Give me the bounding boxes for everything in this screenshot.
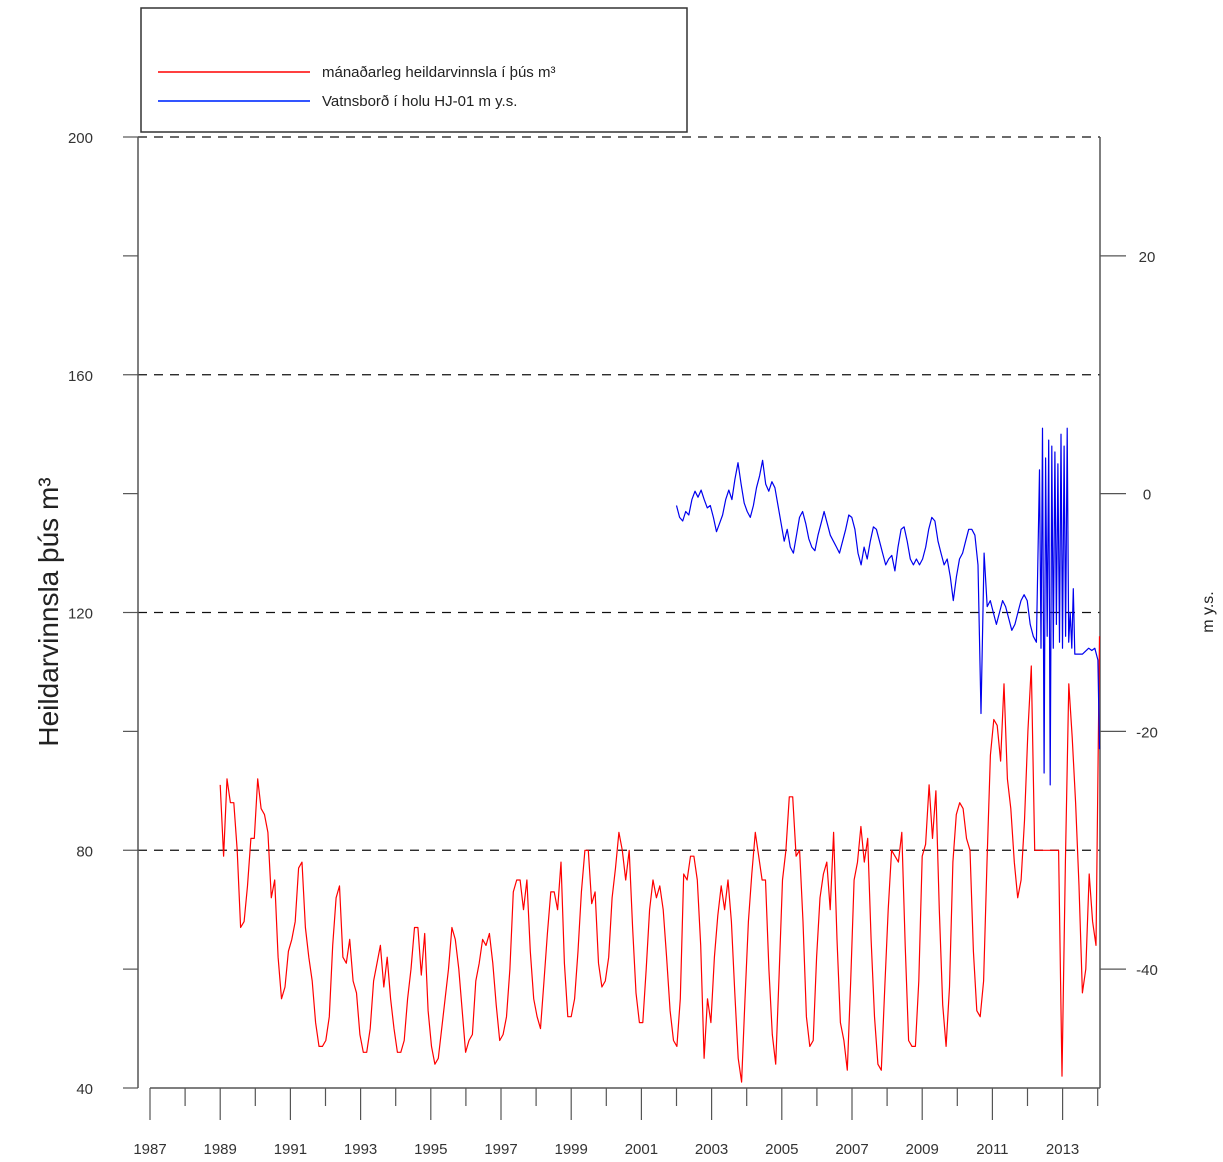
left-tick-label: 200	[68, 130, 93, 147]
right-tick-label: -40	[1136, 962, 1158, 979]
right-tick-label: -20	[1136, 724, 1158, 741]
x-tick-label: 2005	[765, 1141, 798, 1158]
series-line-production	[219, 636, 1101, 1083]
x-tick-label: 2013	[1046, 1141, 1079, 1158]
legend: mánaðarleg heildarvinnsla í þús m³ Vatns…	[140, 7, 688, 133]
left-axis-ticks: 40 80 120 160 200	[68, 130, 138, 1098]
series-line-water-level	[675, 427, 1101, 786]
x-tick-label: 1993	[344, 1141, 377, 1158]
series-lines	[219, 427, 1101, 1083]
x-tick-label: 1997	[484, 1141, 517, 1158]
x-tick-label: 1987	[133, 1141, 166, 1158]
x-tick-label: 1991	[274, 1141, 307, 1158]
right-axis-title: m y.s.	[1200, 591, 1217, 632]
left-tick-label: 120	[68, 606, 93, 623]
x-tick-label: 2007	[835, 1141, 868, 1158]
right-tick-label: 0	[1143, 487, 1151, 504]
x-axis-ticks: 1987 1989 1991 1993 1995 1997 1999 2001 2003 2005…	[133, 1088, 1099, 1158]
x-tick-label: 2001	[625, 1141, 658, 1158]
right-axis-ticks: -40 -20 0 20	[1100, 249, 1158, 979]
x-tick-label: 2009	[906, 1141, 939, 1158]
x-tick-label: 2011	[976, 1141, 1008, 1158]
legend-box	[140, 7, 688, 133]
x-tick-label: 1989	[204, 1141, 237, 1158]
gridlines	[138, 136, 1100, 851]
left-tick-label: 40	[76, 1081, 93, 1098]
left-tick-label: 160	[68, 368, 93, 385]
legend-label-water-level: Vatnsborð í holu HJ-01 m y.s.	[322, 93, 517, 110]
x-tick-label: 1999	[555, 1141, 588, 1158]
right-tick-label: 20	[1139, 249, 1156, 266]
left-axis-title: Heildarvinnsla þús m³	[33, 477, 64, 746]
left-tick-label: 80	[76, 843, 93, 860]
x-tick-label: 2003	[695, 1141, 728, 1158]
legend-label-production: mánaðarleg heildarvinnsla í þús m³	[322, 64, 555, 81]
x-tick-label: 1995	[414, 1141, 447, 1158]
